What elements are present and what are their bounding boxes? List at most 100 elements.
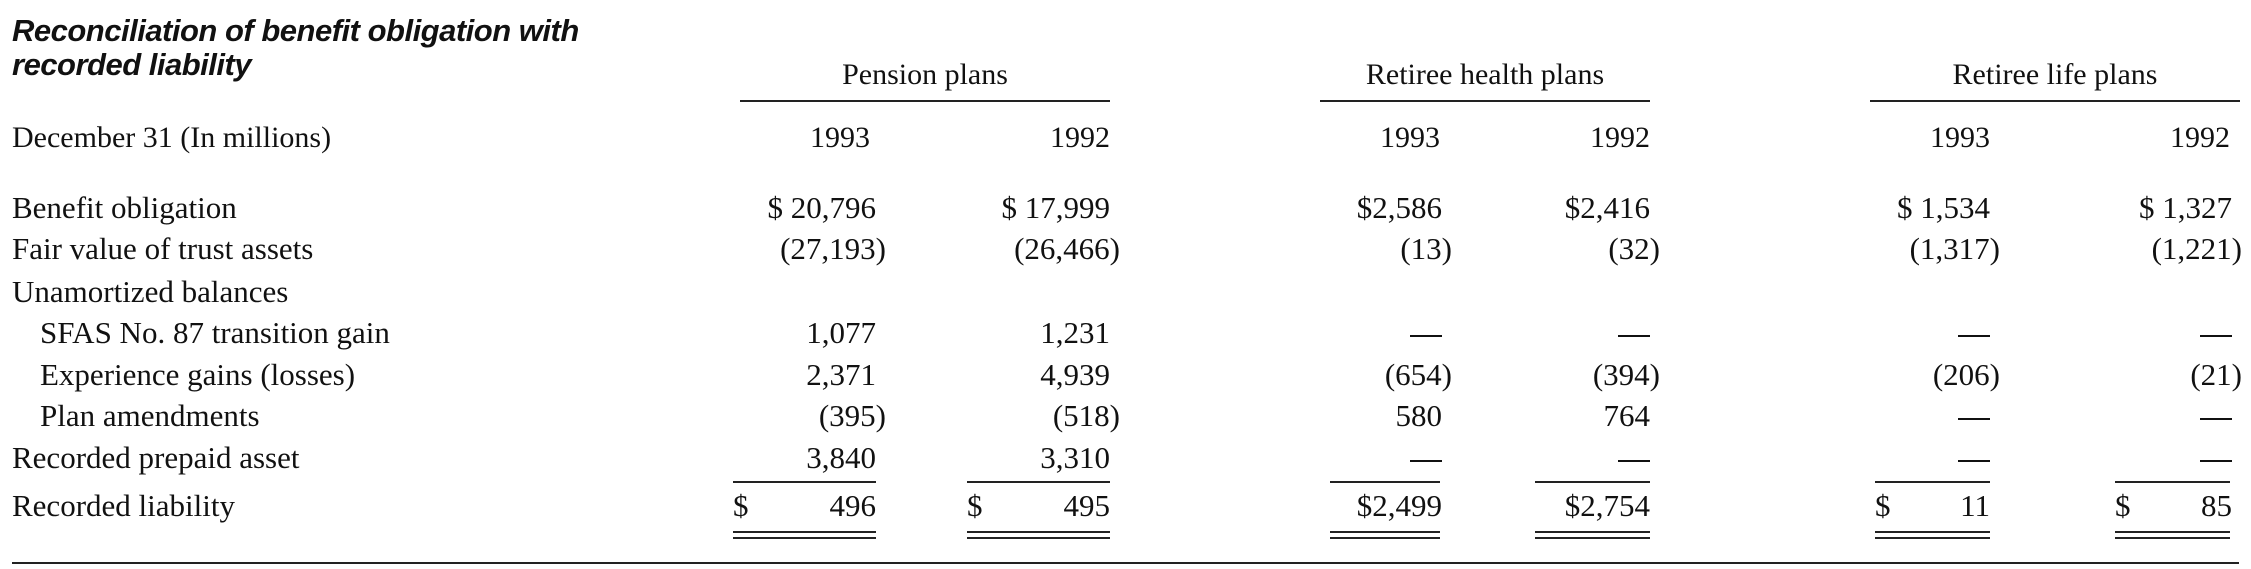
subtotal-rule <box>2115 481 2230 483</box>
row-label-plan-amendments: Plan amendments <box>40 398 260 433</box>
subtotal-rule <box>967 481 1110 483</box>
cell-value: 4,939 <box>1040 357 1110 392</box>
table-cell: (26,466) <box>910 231 1120 267</box>
table-cell: $496 <box>676 488 876 524</box>
row-label-benefit-obligation: Benefit obligation <box>12 190 237 225</box>
table-cell: (1,221) <box>2032 231 2242 267</box>
table-cell: (1,317) <box>1790 231 2000 267</box>
row-label-experience-gains: Experience gains (losses) <box>40 357 356 392</box>
cell-value: (1,317) <box>1909 231 2000 266</box>
table-cell: (518) <box>910 398 1120 434</box>
empty-dash <box>1410 335 1442 337</box>
table-cell: 1,077 <box>676 315 876 351</box>
cell-value: (32) <box>1608 231 1660 266</box>
total-double-rule <box>1875 531 1990 539</box>
empty-dash <box>2200 335 2232 337</box>
subtotal-rule <box>1535 481 1650 483</box>
cell-value: (26,466) <box>1014 231 1120 266</box>
empty-dash <box>1958 335 1990 337</box>
cell-value: (21) <box>2190 357 2242 392</box>
year-header: 1992 <box>2170 121 2230 154</box>
total-double-rule <box>1535 531 1650 539</box>
cell-value: 496 <box>829 488 877 523</box>
table-cell: (394) <box>1450 357 1660 393</box>
cell-value: $ 20,796 <box>767 190 877 225</box>
cell-value: (394) <box>1592 357 1660 392</box>
cell-value: 764 <box>1603 398 1651 433</box>
cell-value: (395) <box>818 398 886 433</box>
cell-value: 3,310 <box>1040 440 1110 475</box>
table-cell: $ 1,327 <box>2032 190 2232 226</box>
cell-value: 3,840 <box>806 440 876 475</box>
cell-value: $2,754 <box>1564 488 1650 523</box>
subtotal-rule <box>733 481 876 483</box>
table-cell: 2,371 <box>676 357 876 393</box>
table-cell: (27,193) <box>676 231 886 267</box>
table-cell: $85 <box>2032 488 2232 524</box>
cell-value: $2,586 <box>1356 190 1442 225</box>
group-rule-pension <box>740 100 1110 102</box>
table-cell: 3,310 <box>910 440 1110 476</box>
table-cell: $ 17,999 <box>910 190 1111 226</box>
table-title: Reconciliation of benefit obligation wit… <box>12 13 579 82</box>
year-header: 1993 <box>1930 121 1990 154</box>
table-cell: (395) <box>676 398 886 434</box>
cell-value: $2,499 <box>1356 488 1442 523</box>
empty-dash <box>1958 418 1990 420</box>
empty-dash <box>2200 460 2232 462</box>
empty-dash <box>1410 460 1442 462</box>
subtotal-rule <box>1330 481 1440 483</box>
cell-value: (206) <box>1932 357 2000 392</box>
cell-value: 85 <box>2201 488 2232 523</box>
row-label-sfas-transition-gain: SFAS No. 87 transition gain <box>40 315 390 350</box>
currency-sign: $ <box>967 488 983 523</box>
year-header: 1992 <box>1050 121 1110 154</box>
year-header: 1992 <box>1590 121 1650 154</box>
table-cell: 764 <box>1450 398 1651 434</box>
table-cell: (32) <box>1450 231 1660 267</box>
cell-value: $2,416 <box>1564 190 1650 225</box>
currency-sign: $ <box>733 488 749 523</box>
table-cell: (654) <box>1242 357 1452 393</box>
table-cell: (13) <box>1242 231 1452 267</box>
empty-dash <box>1618 460 1650 462</box>
table-cell: $ 20,796 <box>676 190 877 226</box>
currency-sign: $ <box>1875 488 1891 523</box>
empty-dash <box>1618 335 1650 337</box>
table-cell: $ 1,534 <box>1790 190 1990 226</box>
cell-value: 11 <box>1960 488 1990 523</box>
cell-value: $ 1,534 <box>1897 190 1990 225</box>
subtotal-rule <box>1875 481 1990 483</box>
cell-value: 1,077 <box>806 315 876 350</box>
row-label-fair-value-trust-assets: Fair value of trust assets <box>12 231 314 266</box>
table-cell: (21) <box>2032 357 2242 393</box>
table-cell: (206) <box>1790 357 2000 393</box>
cell-value: 495 <box>1063 488 1111 523</box>
table-cell: 4,939 <box>910 357 1110 393</box>
table-cell: $11 <box>1790 488 1990 524</box>
table-cell: $2,754 <box>1450 488 1650 524</box>
cell-value: 1,231 <box>1040 315 1110 350</box>
cell-value: $ 1,327 <box>2139 190 2232 225</box>
table-cell: 1,231 <box>910 315 1110 351</box>
date-label: December 31 (In millions) <box>12 121 332 154</box>
empty-dash <box>2200 418 2232 420</box>
group-header-retiree-health: Retiree health plans <box>1365 58 1605 91</box>
table-cell: $2,586 <box>1242 190 1442 226</box>
row-label-recorded-liability: Recorded liability <box>12 488 235 523</box>
cell-value: (1,221) <box>2151 231 2242 266</box>
table-cell: $495 <box>910 488 1110 524</box>
total-double-rule <box>2115 531 2230 539</box>
cell-value: (654) <box>1384 357 1452 392</box>
cell-value: (518) <box>1052 398 1120 433</box>
year-header: 1993 <box>1380 121 1440 154</box>
cell-value: 580 <box>1395 398 1443 433</box>
table-bottom-rule <box>12 562 2239 564</box>
group-header-retiree-life: Retiree life plans <box>1952 58 2158 91</box>
cell-value: 2,371 <box>806 357 876 392</box>
total-double-rule <box>1330 531 1440 539</box>
cell-value: (27,193) <box>780 231 886 266</box>
table-cell: 580 <box>1242 398 1443 434</box>
currency-sign: $ <box>2115 488 2131 523</box>
group-rule-retiree-health <box>1320 100 1650 102</box>
